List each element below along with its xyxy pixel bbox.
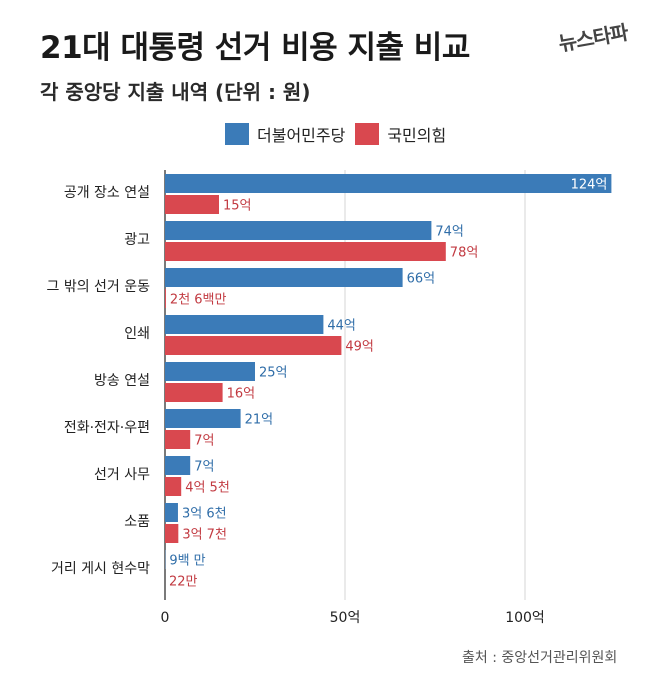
- bar-democratic: [165, 503, 178, 522]
- legend-item-ppp: 국민의힘: [355, 122, 446, 146]
- bar-ppp: [165, 477, 182, 496]
- source-note: 출처 : 중앙선거관리위원회: [462, 650, 618, 666]
- bar-democratic: [165, 409, 241, 428]
- bar-ppp: [165, 336, 342, 355]
- bar-democratic: [165, 362, 255, 381]
- category-label: 방송 연설: [94, 373, 150, 389]
- legend-swatch-democratic: [225, 123, 249, 145]
- bar-ppp: [165, 524, 179, 543]
- x-tick-label: 0: [161, 610, 170, 626]
- data-label: 49억: [345, 340, 374, 355]
- category-label: 공개 장소 연설: [64, 185, 150, 201]
- chart-subtitle: 각 중앙당 지출 내역 (단위 : 원): [40, 80, 311, 104]
- bar-democratic: [165, 315, 324, 334]
- data-label: 21억: [245, 413, 274, 428]
- category-label: 소품: [124, 514, 150, 530]
- bar-ppp: [165, 383, 223, 402]
- data-label: 25억: [259, 366, 288, 381]
- bar-democratic: [165, 174, 612, 193]
- data-label: 15억: [223, 199, 252, 214]
- bar-democratic: [165, 268, 403, 287]
- data-label: 3억 7천: [182, 528, 227, 543]
- data-label: 4억 5천: [185, 481, 230, 496]
- data-label: 16억: [227, 387, 256, 402]
- data-label: 44억: [327, 319, 356, 334]
- bar-ppp: [165, 242, 446, 261]
- bar-democratic: [165, 456, 191, 475]
- legend-label-ppp: 국민의힘: [387, 126, 447, 145]
- legend: 더불어민주당 국민의힘: [225, 122, 446, 146]
- chart-title: 21대 대통령 선거 비용 지출 비교: [40, 30, 470, 66]
- category-label: 광고: [124, 232, 150, 248]
- bar-ppp: [165, 289, 166, 308]
- bar-ppp: [165, 195, 219, 214]
- data-label: 3억 6천: [182, 507, 227, 522]
- data-label: 22만: [169, 575, 198, 590]
- data-label: 124억: [571, 178, 608, 193]
- data-label: 7억: [194, 460, 214, 475]
- data-label: 2천 6백만: [170, 293, 227, 308]
- legend-swatch-ppp: [355, 123, 380, 145]
- category-label: 거리 게시 현수막: [51, 561, 150, 577]
- category-label: 그 밖의 선거 운동: [46, 279, 150, 295]
- x-tick-label: 100억: [505, 610, 545, 626]
- category-label: 전화·전자·우편: [64, 420, 150, 436]
- category-label: 선거 사무: [94, 467, 150, 483]
- data-label: 74억: [435, 225, 464, 240]
- x-tick-label: 50억: [330, 610, 361, 626]
- data-label: 66억: [407, 272, 436, 287]
- legend-item-democratic: 더불어민주당: [225, 122, 345, 146]
- data-label: 78억: [450, 246, 479, 261]
- bar-ppp: [165, 430, 191, 449]
- bar-democratic: [165, 221, 432, 240]
- data-label: 7억: [194, 434, 214, 449]
- category-label: 인쇄: [124, 326, 150, 342]
- data-label: 9백 만: [169, 554, 205, 569]
- legend-label-democratic: 더불어민주당: [257, 126, 346, 145]
